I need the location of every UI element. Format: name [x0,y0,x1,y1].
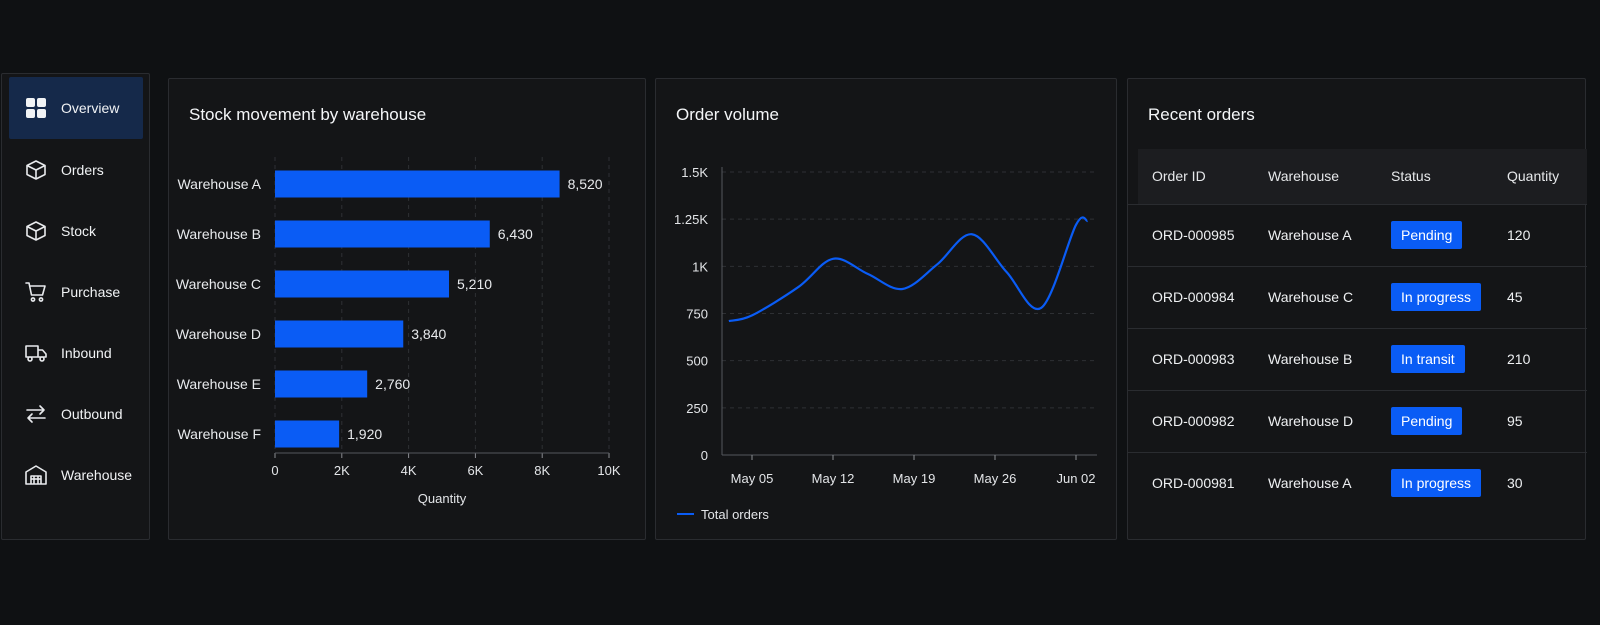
bar [275,420,340,448]
sidebar-item-label: Purchase [61,284,121,300]
x-tick-label: May 19 [893,471,936,486]
x-tick-label: 0 [271,463,278,478]
x-tick-label: 8K [534,463,550,478]
column-header-order-id[interactable]: Order ID [1152,168,1206,184]
bar [275,220,490,248]
sidebar-item-warehouse[interactable]: Warehouse [9,444,143,506]
cart-icon [25,281,47,303]
column-header-warehouse[interactable]: Warehouse [1268,168,1340,184]
quantity-cell: 95 [1507,413,1523,429]
table-row[interactable]: ORD-000984 Warehouse C In progress 45 [1128,266,1587,328]
bar [275,320,404,348]
sidebar-item-inbound[interactable]: Inbound [9,322,143,384]
x-tick-label: May 12 [812,471,855,486]
table-row[interactable]: ORD-000981 Warehouse A In progress 30 [1128,452,1587,514]
category-label: Warehouse C [176,276,261,292]
order-id-cell: ORD-000982 [1152,413,1235,429]
warehouse-cell: Warehouse C [1268,289,1354,305]
data-label: 1,920 [347,426,382,442]
bar [275,270,450,298]
sidebar-item-stock[interactable]: Stock [9,200,143,262]
sidebar-item-purchase[interactable]: Purchase [9,261,143,323]
x-tick-label: 6K [467,463,483,478]
y-tick-label: 1.5K [681,165,708,180]
table-row[interactable]: ORD-000985 Warehouse A Pending 120 [1128,204,1587,266]
table-row[interactable]: ORD-000982 Warehouse D Pending 95 [1128,390,1587,452]
bar [275,170,560,198]
order-volume-card: Order volume 0 250 500 750 1K 1.25K 1.5K May 05… [655,78,1117,540]
y-tick-label: 1K [692,259,708,274]
sidebar-item-outbound[interactable]: Outbound [9,383,143,445]
sidebar: Overview Orders Stock Purchase Inbound O… [1,73,150,540]
card-title: Stock movement by warehouse [189,105,427,124]
status-badge: In progress [1391,283,1482,311]
y-tick-label: 500 [686,354,708,369]
category-label: Warehouse A [177,176,261,192]
warehouse-cell: Warehouse A [1268,227,1352,243]
warehouse-icon [25,464,47,486]
sidebar-item-label: Overview [61,100,120,116]
quantity-cell: 30 [1507,475,1523,491]
data-label: 3,840 [411,326,446,342]
sidebar-item-label: Inbound [61,345,112,361]
grid-icon [25,97,47,119]
category-label: Warehouse E [177,376,261,392]
y-tick-label: 1.25K [674,212,708,227]
y-tick-label: 0 [701,448,708,463]
sidebar-item-orders[interactable]: Orders [9,139,143,201]
warehouse-cell: Warehouse B [1268,351,1353,367]
quantity-cell: 210 [1507,351,1531,367]
warehouse-cell: Warehouse A [1268,475,1352,491]
truck-icon [25,342,47,364]
x-tick-label: 10K [597,463,620,478]
data-label: 8,520 [568,176,603,192]
sidebar-item-label: Orders [61,162,104,178]
quantity-cell: 120 [1507,227,1531,243]
status-badge: In progress [1391,469,1482,497]
stock-bar-chart: 0 2K 4K 6K 8K 10K Quantity Warehouse A 8,520 Ware… [176,157,621,506]
warehouse-cell: Warehouse D [1268,413,1354,429]
x-tick-label: May 05 [731,471,774,486]
y-tick-label: 250 [686,401,708,416]
table-header: Order ID Warehouse Status Quantity [1138,149,1587,204]
box-icon [25,220,47,242]
x-tick-label: 2K [334,463,350,478]
order-line-chart: 0 250 500 750 1K 1.25K 1.5K May 05 May 12 May 19 M… [674,165,1097,522]
order-id-cell: ORD-000981 [1152,475,1235,491]
data-label: 2,760 [375,376,410,392]
bar [275,370,368,398]
sidebar-item-label: Warehouse [61,467,133,483]
column-header-status[interactable]: Status [1391,168,1431,184]
order-id-cell: ORD-000983 [1152,351,1235,367]
category-label: Warehouse B [177,226,261,242]
x-axis-label: Quantity [418,491,467,506]
box-icon [25,159,47,181]
card-title: Order volume [676,105,779,124]
data-label: 5,210 [457,276,492,292]
status-badge: Pending [1391,407,1463,435]
category-label: Warehouse D [176,326,261,342]
legend-label: Total orders [701,507,769,522]
quantity-cell: 45 [1507,289,1523,305]
table-row[interactable]: ORD-000983 Warehouse B In transit 210 [1128,328,1587,390]
y-tick-label: 750 [686,307,708,322]
sidebar-item-label: Stock [61,223,97,239]
card-title: Recent orders [1148,105,1255,124]
status-badge: In transit [1391,345,1465,373]
data-label: 6,430 [498,226,533,242]
x-tick-label: Jun 02 [1056,471,1095,486]
stock-movement-card: Stock movement by warehouse 0 2K 4K 6K 8K 10K… [168,78,646,540]
order-id-cell: ORD-000985 [1152,227,1235,243]
series-line-total-orders [728,216,1088,323]
sidebar-item-label: Outbound [61,406,123,422]
order-id-cell: ORD-000984 [1152,289,1235,305]
x-tick-label: May 26 [974,471,1017,486]
sidebar-item-overview[interactable]: Overview [9,77,143,139]
x-tick-label: 4K [401,463,417,478]
category-label: Warehouse F [177,426,261,442]
recent-orders-card: Recent orders Order ID Warehouse Status … [1127,78,1587,540]
column-header-quantity[interactable]: Quantity [1507,168,1560,184]
arrows-swap-icon [25,403,47,425]
status-badge: Pending [1391,221,1463,249]
